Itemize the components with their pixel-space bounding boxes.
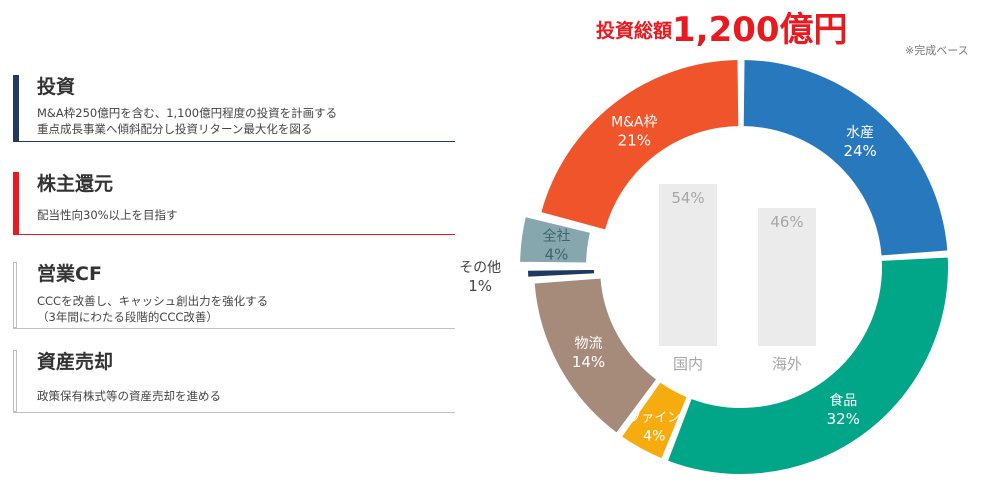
donut-slice-6 [538, 58, 741, 232]
panel-accent-bar [13, 350, 17, 412]
panel-asset-sale: 資産売却 政策保有株式等の資産売却を進める [13, 350, 455, 413]
slice-value-label: 24% [843, 142, 876, 160]
inner-bar-value-label: 54% [671, 189, 704, 207]
slice-value-label: 21% [618, 132, 651, 150]
total-investment: 投資総額1,200億円 [596, 2, 848, 51]
donut-slice-4 [526, 267, 597, 279]
slice-label: 全社 [542, 228, 570, 245]
total-amount: 1,200億円 [672, 10, 848, 50]
panel-accent-bar [13, 75, 19, 141]
donut-slice-0 [741, 58, 950, 258]
total-label: 投資総額 [596, 20, 673, 42]
panel-desc-line: 政策保有株式等の資産売却を進める [37, 389, 221, 403]
inner-bar-value-label: 46% [770, 213, 803, 231]
panel-desc-line: M&A枠250億円を含む、1,100億円程度の投資を計画する [37, 106, 338, 120]
panel-operating-cf: 営業CF CCCを改善し、キャッシュ創出力を強化する （3年間にわたる段階的CC… [13, 262, 455, 329]
slice-value-label: 32% [827, 410, 860, 428]
panel-desc-line: （3年間にわたる段階的CCC改善） [37, 310, 218, 324]
slice-label: その他 [459, 260, 501, 276]
panel-title: 営業CF [37, 263, 102, 285]
panel-shareholder-return: 株主還元 配当性向30%以上を目指す [13, 172, 455, 235]
inner-bar-category-label: 国内 [673, 355, 703, 373]
slice-label: 食品 [829, 392, 857, 409]
slice-label: 水産 [846, 125, 874, 141]
slice-value-label: 14% [572, 353, 605, 371]
slice-label: ファイン [628, 411, 680, 426]
panel-desc-line: 配当性向30%以上を目指す [37, 208, 178, 222]
inner-bar-0 [659, 184, 717, 346]
panel-divider [13, 328, 455, 329]
donut-slice-3 [532, 276, 659, 436]
panel-title: 株主還元 [37, 173, 114, 195]
inner-bar-category-label: 海外 [772, 355, 802, 373]
slice-label: M&A枠 [611, 115, 658, 131]
donut-slice-2 [619, 379, 690, 461]
panel-desc-line: 重点成長事業へ傾斜配分し投資リターン最大化を図る [37, 122, 313, 136]
slice-value-label: 4% [545, 246, 569, 264]
panel-accent-bar [13, 262, 17, 328]
panel-title: 投資 [37, 76, 76, 98]
panel-divider [13, 141, 455, 142]
panel-desc-line: CCCを改善し、キャッシュ創出力を強化する [37, 294, 269, 308]
panel-accent-bar [13, 172, 19, 234]
inner-bar-1 [758, 208, 816, 346]
donut-slice-1 [665, 255, 950, 476]
basis-note: ※完成ベース [905, 44, 969, 57]
panel-divider [13, 412, 455, 413]
slice-label: 物流 [575, 336, 603, 352]
donut-slice-5 [518, 214, 593, 265]
panel-investment: 投資 M&A枠250億円を含む、1,100億円程度の投資を計画する 重点成長事業… [13, 75, 455, 142]
slice-value-label: 4% [643, 429, 665, 445]
panel-title: 資産売却 [37, 351, 114, 373]
panel-divider [13, 234, 455, 235]
slice-value-label: 1% [468, 277, 492, 295]
